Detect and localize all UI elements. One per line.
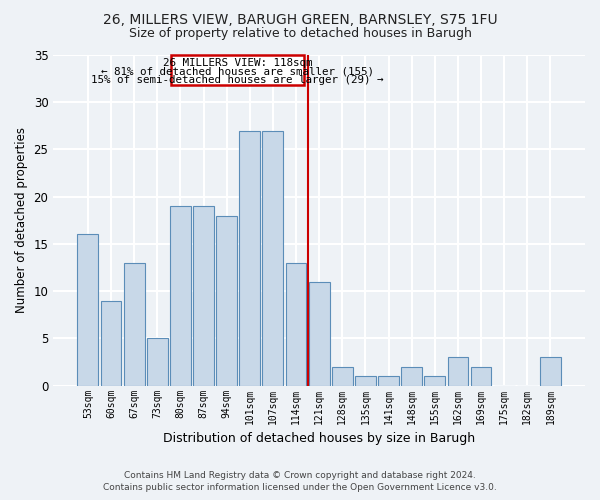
- Bar: [262, 130, 283, 386]
- Text: Contains HM Land Registry data © Crown copyright and database right 2024.
Contai: Contains HM Land Registry data © Crown c…: [103, 471, 497, 492]
- Text: 26, MILLERS VIEW, BARUGH GREEN, BARNSLEY, S75 1FU: 26, MILLERS VIEW, BARUGH GREEN, BARNSLEY…: [103, 12, 497, 26]
- Bar: [355, 376, 376, 386]
- Bar: [470, 366, 491, 386]
- Bar: [424, 376, 445, 386]
- Bar: [239, 130, 260, 386]
- Bar: [77, 234, 98, 386]
- Text: Size of property relative to detached houses in Barugh: Size of property relative to detached ho…: [128, 28, 472, 40]
- Bar: [147, 338, 167, 386]
- Y-axis label: Number of detached properties: Number of detached properties: [15, 128, 28, 314]
- Bar: [540, 358, 561, 386]
- Text: ← 81% of detached houses are smaller (155): ← 81% of detached houses are smaller (15…: [101, 67, 374, 77]
- X-axis label: Distribution of detached houses by size in Barugh: Distribution of detached houses by size …: [163, 432, 475, 445]
- Bar: [309, 282, 329, 386]
- Bar: [124, 263, 145, 386]
- Bar: [193, 206, 214, 386]
- FancyBboxPatch shape: [171, 55, 304, 85]
- Bar: [448, 358, 469, 386]
- Bar: [378, 376, 399, 386]
- Bar: [332, 366, 353, 386]
- Bar: [401, 366, 422, 386]
- Bar: [101, 300, 121, 386]
- Bar: [170, 206, 191, 386]
- Text: 26 MILLERS VIEW: 118sqm: 26 MILLERS VIEW: 118sqm: [163, 58, 313, 68]
- Bar: [216, 216, 237, 386]
- Bar: [286, 263, 307, 386]
- Text: 15% of semi-detached houses are larger (29) →: 15% of semi-detached houses are larger (…: [91, 76, 384, 86]
